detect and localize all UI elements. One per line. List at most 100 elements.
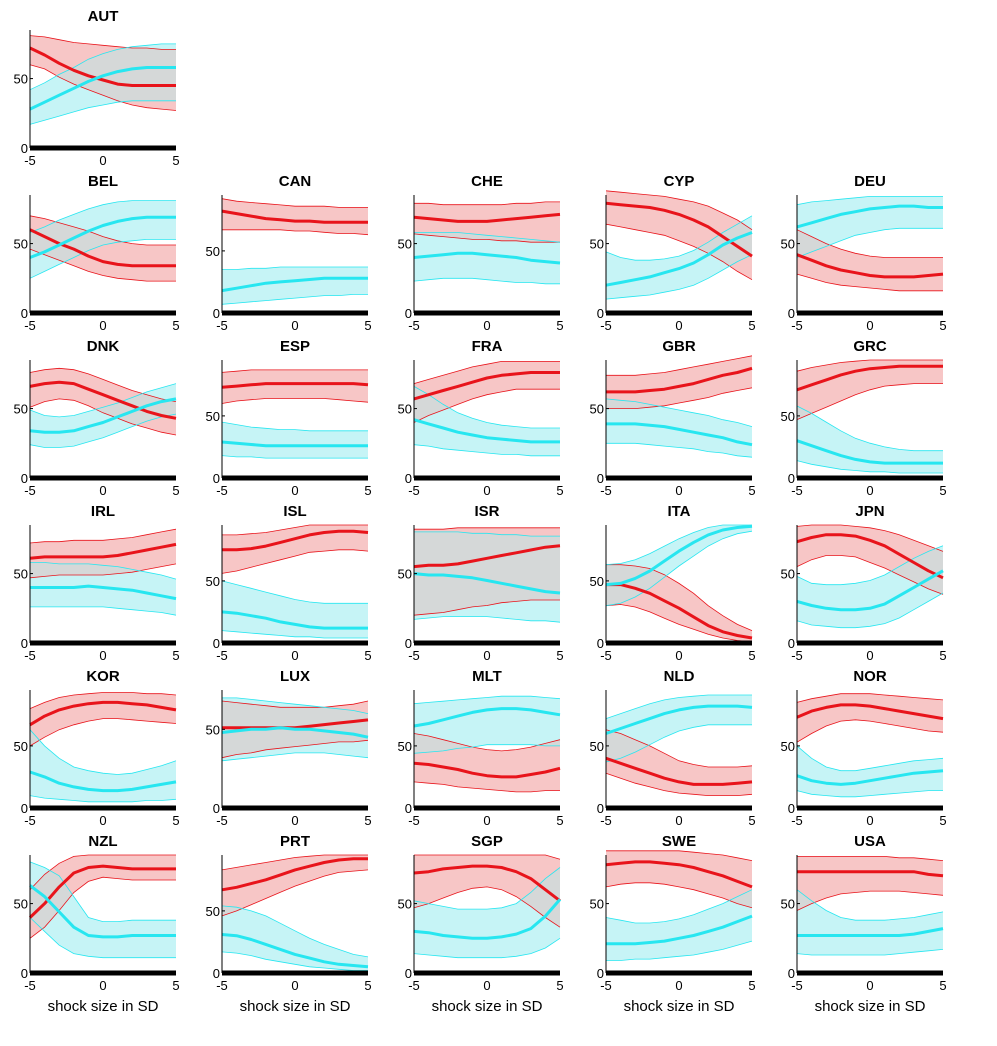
x-tick-label: 0 [483,318,490,333]
x-tick-label: -5 [791,318,803,333]
x-tick-label: 5 [939,648,946,663]
ci-edge-redHi [221,700,369,708]
red-series-line [221,857,368,892]
x-tick-label: 5 [748,978,755,993]
red-series-line [29,542,177,560]
panel-title: KOR [86,668,120,685]
ci-edge-cyanHi [221,580,368,604]
ci-edge-cyanHi [605,694,752,719]
panel-title: ISL [283,503,306,520]
cyan-series-line [30,584,177,601]
ci-edge-cyanHi [30,562,177,580]
red-ci-band [222,525,368,574]
ci-edge-cyanHi [29,43,176,91]
panel-title: NOR [853,668,887,685]
x-tick-label: 5 [364,813,371,828]
x-tick-label: 5 [556,318,563,333]
ci-edge-cyanLo [413,616,561,623]
y-tick-label: 50 [781,739,795,754]
y-tick-label: 50 [206,722,220,737]
ci-edge-cyanHi [796,545,944,586]
x-tick-label: 0 [675,318,682,333]
panel-title: GRC [853,338,887,355]
ci-edge-redLo [29,64,177,111]
panel-title: JPN [855,503,884,520]
panel-title: SWE [662,833,696,850]
y-tick-label: 0 [597,636,604,651]
ci-edge-cyanHi [29,861,176,922]
ci-edge-cyanHi [796,889,944,921]
ci-edge-cyanLo [605,724,752,763]
x-tick-label: 5 [556,813,563,828]
ci-edge-redHi [797,856,944,861]
x-tick-label: 0 [866,318,873,333]
y-tick-label: 0 [213,636,220,651]
x-tick-label: 0 [291,318,298,333]
y-tick-label: 50 [14,567,28,582]
y-tick-label: 50 [590,739,604,754]
ci-edge-redLo [605,772,753,796]
cyan-series-line [796,204,943,229]
ci-edge-cyanLo [221,455,368,459]
x-tick-label: 5 [748,318,755,333]
y-tick-label: 50 [398,739,412,754]
red-series-line [605,860,753,889]
red-ci-band [606,190,752,280]
x-tick-label: 0 [675,813,682,828]
cyan-ci-band [222,580,368,638]
panel-title: FRA [472,338,503,355]
x-tick-label: -5 [24,483,36,498]
ci-edge-cyanHi [222,697,369,714]
ci-edge-cyanLo [29,795,177,803]
ci-edge-redHi [606,850,753,861]
x-tick-label: 0 [291,483,298,498]
cyan-ci-band [222,422,368,459]
ci-edge-cyanLo [29,917,176,959]
x-tick-label: 0 [483,483,490,498]
ci-edge-redHi [606,355,753,376]
red-ci-band [222,198,368,235]
cyan-ci-band [222,267,368,305]
x-tick-label: 0 [675,648,682,663]
x-tick-label: -5 [600,648,612,663]
cyan-series-line [29,66,176,111]
x-tick-label: 5 [748,648,755,663]
y-tick-label: 0 [21,306,28,321]
ci-edge-cyanLo [221,293,368,305]
red-series-line [796,533,944,580]
ci-edge-redHi [29,367,177,402]
cyan-ci-band [797,196,943,258]
x-tick-label: 0 [866,978,873,993]
ci-edge-cyanLo [606,940,753,961]
red-series-line [605,756,753,786]
ci-edge-redHi [414,854,561,860]
ci-edge-redHi [796,693,944,703]
y-tick-label: 50 [398,897,412,912]
x-tick-label: -5 [600,483,612,498]
cyan-series-line [413,572,561,595]
y-tick-label: 50 [781,897,795,912]
x-axis-label: shock size in SD [624,998,735,1015]
red-series-line [29,228,176,268]
ci-edge-redHi [413,360,560,384]
x-tick-label: 5 [939,483,946,498]
red-ci-band [30,855,176,939]
cyan-series-line [413,418,560,444]
ci-edge-redLo [796,273,943,292]
cyan-series-line [605,231,753,287]
x-tick-label: 5 [172,648,179,663]
x-tick-label: -5 [216,483,228,498]
cyan-ci-band [797,406,943,473]
y-tick-label: 50 [398,402,412,417]
x-tick-label: 5 [556,978,563,993]
x-tick-label: 0 [99,318,106,333]
x-tick-label: -5 [216,813,228,828]
x-tick-label: 5 [172,813,179,828]
ci-edge-cyanLo [796,949,944,956]
y-tick-label: 50 [590,402,604,417]
cyan-series-line [413,707,561,728]
